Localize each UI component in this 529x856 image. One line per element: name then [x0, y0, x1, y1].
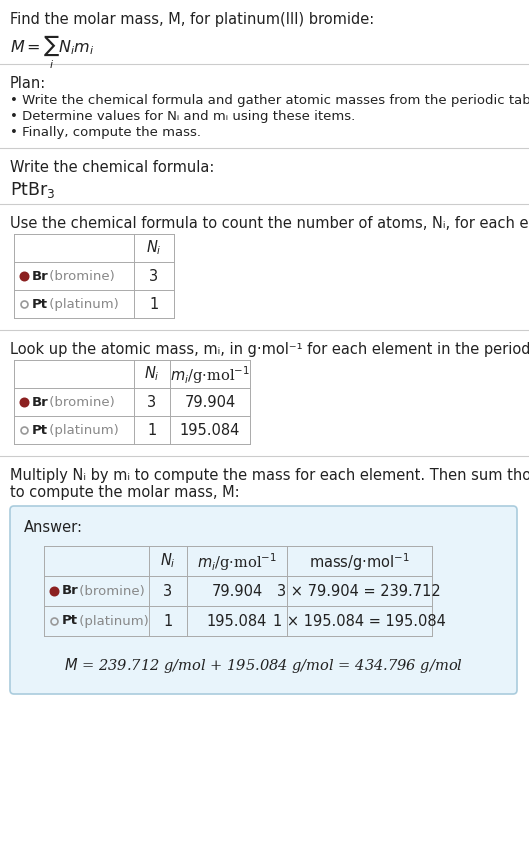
Text: Use the chemical formula to count the number of atoms, Nᵢ, for each element:: Use the chemical formula to count the nu… — [10, 216, 529, 231]
Text: $M = \sum_i N_i m_i$: $M = \sum_i N_i m_i$ — [10, 34, 94, 71]
Text: Find the molar mass, M, for platinum(III) bromide:: Find the molar mass, M, for platinum(III… — [10, 12, 374, 27]
Text: Multiply Nᵢ by mᵢ to compute the mass for each element. Then sum those values
to: Multiply Nᵢ by mᵢ to compute the mass fo… — [10, 468, 529, 501]
Text: (bromine): (bromine) — [45, 270, 115, 282]
Text: • Finally, compute the mass.: • Finally, compute the mass. — [10, 126, 201, 139]
Text: Write the chemical formula:: Write the chemical formula: — [10, 160, 214, 175]
Text: Pt: Pt — [32, 424, 48, 437]
Text: mass/g·mol$^{-1}$: mass/g·mol$^{-1}$ — [308, 551, 409, 573]
Text: 1: 1 — [148, 423, 157, 437]
Text: $N_i$: $N_i$ — [160, 551, 176, 570]
Text: • Write the chemical formula and gather atomic masses from the periodic table.: • Write the chemical formula and gather … — [10, 94, 529, 107]
Text: 1: 1 — [163, 614, 172, 628]
Text: (bromine): (bromine) — [45, 395, 115, 408]
Text: $N_i$: $N_i$ — [146, 238, 162, 257]
Text: Pt: Pt — [62, 615, 78, 627]
Text: 195.084: 195.084 — [180, 423, 240, 437]
Text: Answer:: Answer: — [24, 520, 83, 535]
Text: Br: Br — [62, 585, 79, 597]
Text: Plan:: Plan: — [10, 76, 46, 91]
Text: $m_i$/g·mol$^{-1}$: $m_i$/g·mol$^{-1}$ — [170, 364, 250, 386]
Text: $m_i$/g·mol$^{-1}$: $m_i$/g·mol$^{-1}$ — [197, 551, 277, 573]
Text: (bromine): (bromine) — [75, 585, 145, 597]
Text: Pt: Pt — [32, 298, 48, 311]
Text: (platinum): (platinum) — [45, 424, 118, 437]
Text: $\mathrm{PtBr_3}$: $\mathrm{PtBr_3}$ — [10, 180, 55, 200]
Text: 79.904: 79.904 — [185, 395, 235, 409]
FancyBboxPatch shape — [10, 506, 517, 694]
Text: 79.904: 79.904 — [212, 584, 262, 598]
Text: 3: 3 — [149, 269, 159, 283]
Text: Br: Br — [32, 270, 49, 282]
Text: 1 × 195.084 = 195.084: 1 × 195.084 = 195.084 — [272, 614, 445, 628]
Text: • Determine values for Nᵢ and mᵢ using these items.: • Determine values for Nᵢ and mᵢ using t… — [10, 110, 355, 123]
Text: $N_i$: $N_i$ — [144, 364, 160, 383]
Text: Look up the atomic mass, mᵢ, in g·mol⁻¹ for each element in the periodic table:: Look up the atomic mass, mᵢ, in g·mol⁻¹ … — [10, 342, 529, 357]
Text: Br: Br — [32, 395, 49, 408]
Text: 3 × 79.904 = 239.712: 3 × 79.904 = 239.712 — [277, 584, 441, 598]
Text: 195.084: 195.084 — [207, 614, 267, 628]
Text: 3: 3 — [163, 584, 172, 598]
Text: $M$ = 239.712 g/mol + 195.084 g/mol = 434.796 g/mol: $M$ = 239.712 g/mol + 195.084 g/mol = 43… — [63, 656, 462, 675]
Text: 1: 1 — [149, 296, 159, 312]
Text: (platinum): (platinum) — [45, 298, 118, 311]
Text: (platinum): (platinum) — [75, 615, 149, 627]
Text: 3: 3 — [148, 395, 157, 409]
